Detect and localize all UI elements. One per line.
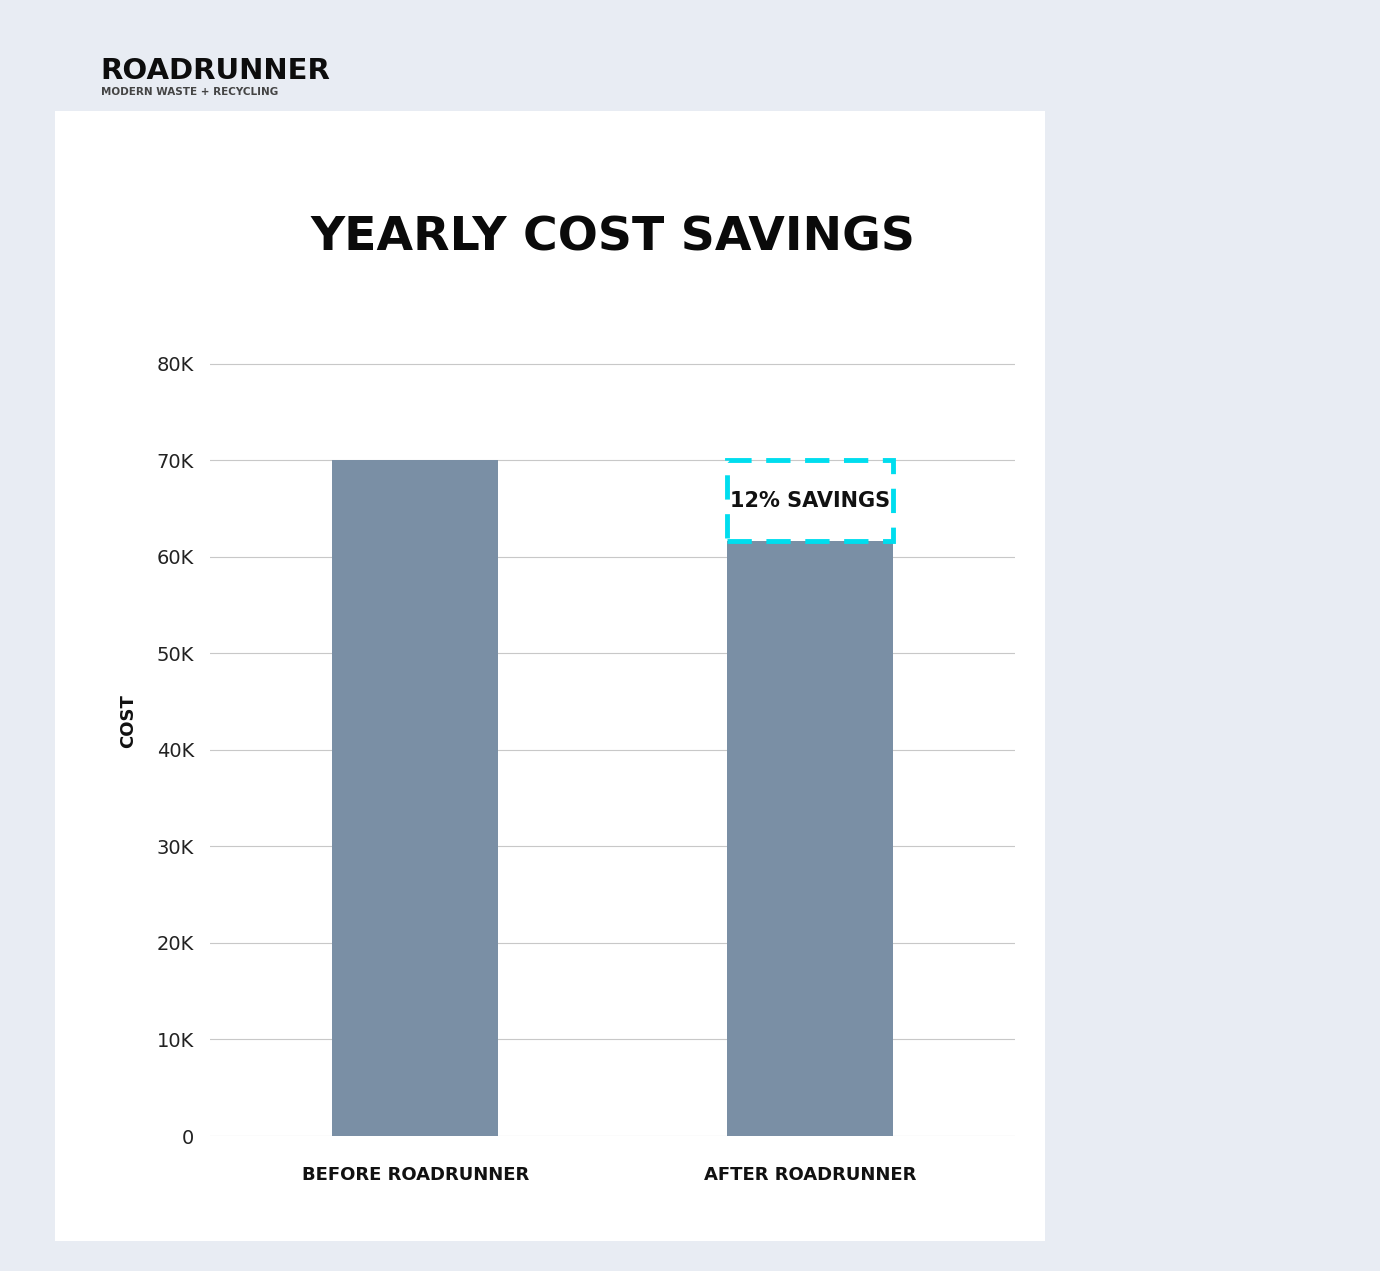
Bar — [727, 541, 893, 1136]
Bar — [333, 460, 498, 1136]
Y-axis label: COST: COST — [119, 694, 137, 747]
Text: 12% SAVINGS: 12% SAVINGS — [730, 491, 890, 511]
Title: YEARLY COST SAVINGS: YEARLY COST SAVINGS — [310, 216, 915, 261]
Text: ROADRUNNER: ROADRUNNER — [101, 57, 331, 85]
Text: MODERN WASTE + RECYCLING: MODERN WASTE + RECYCLING — [101, 86, 277, 97]
